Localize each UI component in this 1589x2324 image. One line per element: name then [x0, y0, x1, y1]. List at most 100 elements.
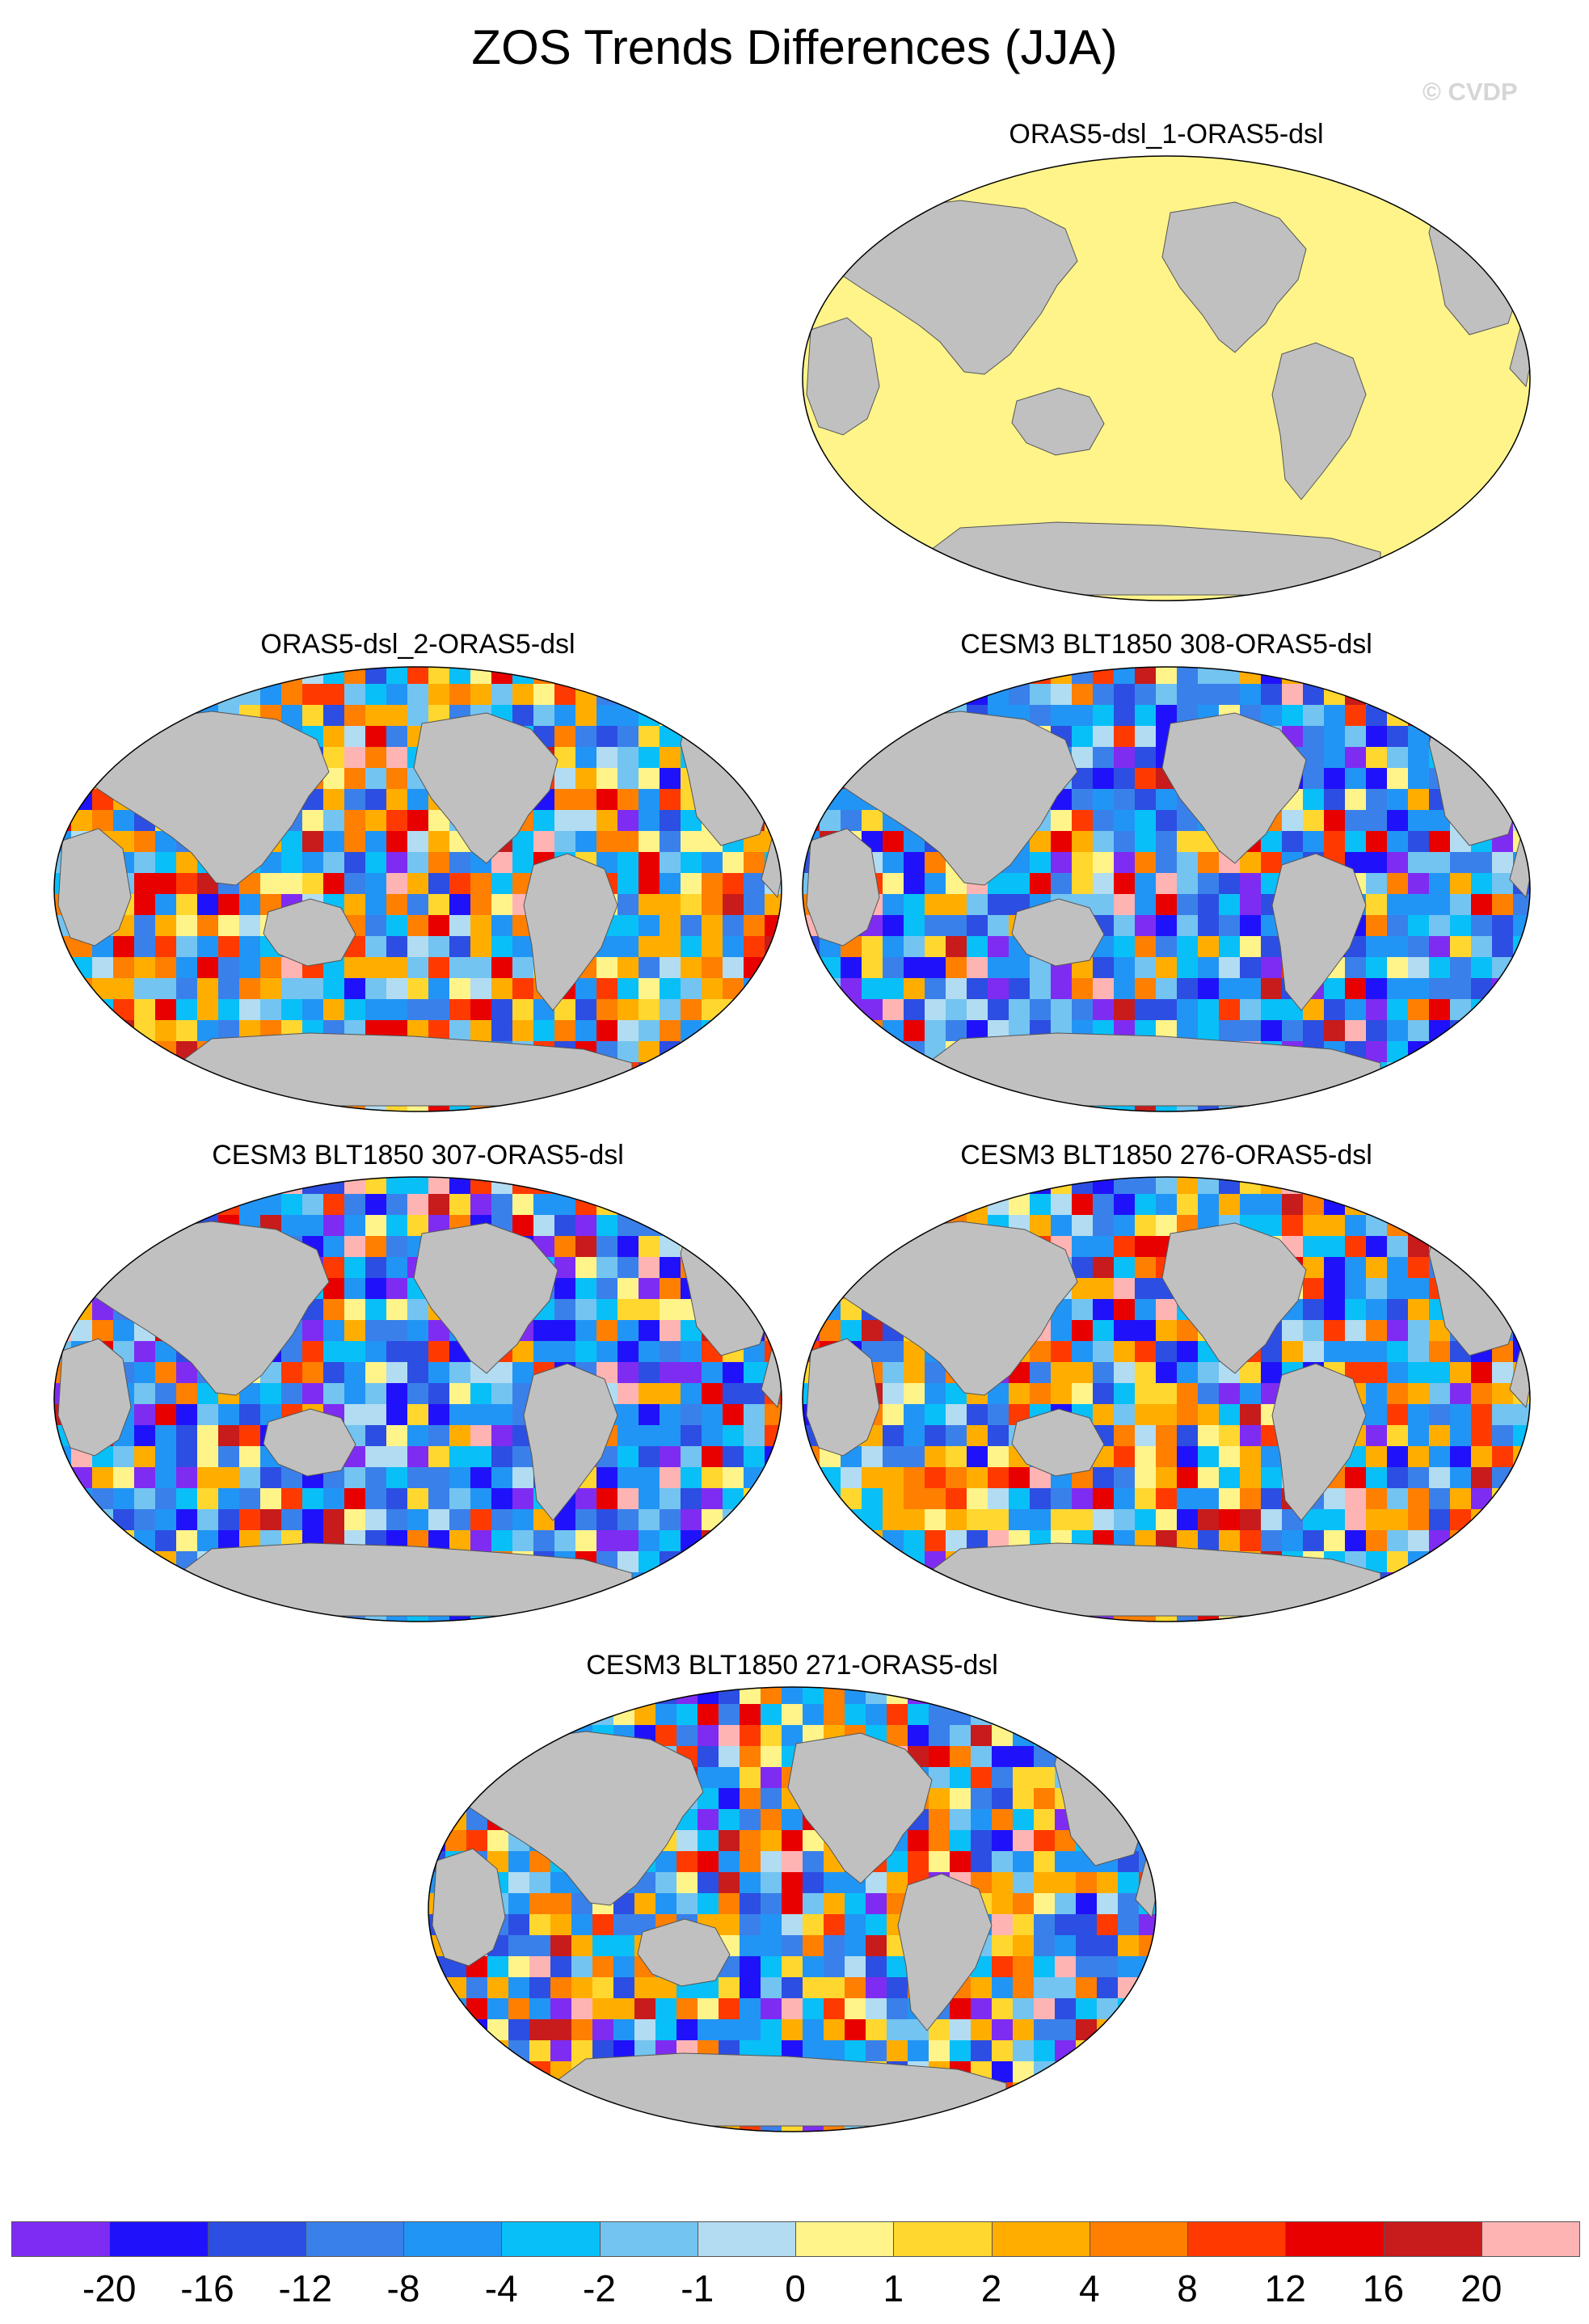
trend-cell [1261, 1530, 1283, 1552]
trend-cell [988, 999, 1009, 1021]
trend-cell [617, 810, 639, 832]
trend-cell [824, 1956, 845, 1978]
trend-cell [1114, 1257, 1136, 1279]
trend-cell [1135, 1341, 1157, 1363]
trend-cell [1324, 1320, 1346, 1342]
trend-cell [428, 1425, 450, 1447]
trend-cell [155, 1425, 177, 1447]
trend-cell [765, 1551, 782, 1573]
trend-cell [596, 1104, 618, 1111]
trend-cell [176, 1614, 198, 1622]
trend-cell [596, 789, 618, 811]
trend-cell [596, 705, 618, 727]
trend-cell [765, 726, 782, 748]
trend-cell [1118, 1746, 1140, 1768]
trend-cell [323, 789, 345, 811]
trend-cell [744, 1041, 765, 1063]
trend-cell [1450, 1020, 1472, 1042]
trend-cell [218, 936, 240, 958]
trend-cell [302, 1509, 324, 1531]
trend-cell [883, 978, 904, 1000]
trend-cell [1093, 1177, 1115, 1195]
trend-cell [1093, 1404, 1115, 1426]
trend-cell [1471, 1020, 1493, 1042]
trend-cell [155, 1177, 177, 1195]
trend-cell [744, 1614, 765, 1622]
trend-cell [617, 873, 639, 895]
trend-cell [639, 1362, 660, 1384]
trend-cell [554, 1299, 576, 1321]
trend-cell [1072, 726, 1094, 748]
trend-cell [71, 1062, 93, 1084]
trend-cell [782, 1872, 803, 1894]
trend-cell [1114, 1236, 1136, 1258]
trend-cell [344, 852, 366, 874]
trend-cell [323, 1236, 345, 1258]
trend-cell [344, 999, 366, 1021]
trend-cell [1156, 1446, 1178, 1468]
trend-cell [1118, 1872, 1140, 1894]
trend-cell [1093, 1362, 1115, 1384]
land-mass [637, 1918, 731, 1987]
trend-cell [554, 1320, 576, 1342]
trend-cell [925, 1404, 946, 1426]
trend-cell [820, 1299, 841, 1321]
trend-cell [1093, 852, 1115, 874]
trend-cell [575, 1488, 597, 1510]
trend-cell [407, 1299, 429, 1321]
trend-cell [1219, 1488, 1241, 1510]
trend-cell [428, 957, 450, 979]
trend-cell [1139, 2040, 1156, 2062]
trend-cell [1513, 1215, 1530, 1237]
land-mass [1011, 898, 1105, 967]
trend-cell [1051, 1509, 1073, 1531]
trend-cell [639, 873, 660, 895]
trend-cell [841, 747, 862, 769]
trend-cell [841, 1083, 862, 1105]
trend-cell [904, 957, 925, 979]
trend-cell [445, 2019, 467, 2041]
trend-cell [617, 667, 639, 685]
trend-cell [1324, 768, 1346, 790]
trend-cell [575, 1236, 597, 1258]
trend-cell [1055, 1956, 1077, 1978]
trend-cell [1513, 1425, 1530, 1447]
trend-cell [239, 1104, 261, 1111]
trend-cell [1492, 667, 1514, 685]
trend-cell [1240, 1383, 1262, 1405]
trend-cell [1051, 1177, 1073, 1195]
trend-cell [744, 1104, 765, 1111]
trend-cell [1408, 1614, 1430, 1622]
trend-cell [155, 1362, 177, 1384]
trend-cell [1282, 1104, 1304, 1111]
trend-cell [1034, 1767, 1056, 1789]
trend-cell [323, 1488, 345, 1510]
trend-cell [1097, 1998, 1119, 2020]
trend-cell [54, 1488, 72, 1510]
trend-cell [1408, 1320, 1430, 1342]
trend-cell [1492, 852, 1514, 874]
trend-cell [134, 1041, 156, 1063]
trend-cell [681, 1215, 702, 1237]
trend-cell [155, 1383, 177, 1405]
trend-cell [1240, 1467, 1262, 1489]
trend-cell [1097, 1977, 1119, 1999]
trend-cell [765, 667, 782, 685]
trend-cell [820, 705, 841, 727]
trend-cell [967, 1177, 988, 1195]
trend-cell [744, 852, 765, 874]
trend-cell [1013, 2040, 1035, 2062]
trend-cell [529, 1893, 551, 1915]
trend-cell [71, 1320, 93, 1342]
trend-cell [428, 1977, 446, 1999]
colorbar-box [501, 2221, 601, 2257]
trend-cell [1408, 1299, 1430, 1321]
trend-cell [845, 1935, 866, 1957]
trend-cell [365, 831, 387, 853]
trend-cell [491, 1425, 513, 1447]
trend-cell [1513, 957, 1530, 979]
trend-cell [613, 1914, 635, 1936]
trend-cell [1118, 1725, 1140, 1747]
trend-cell [617, 1020, 639, 1042]
trend-cell [1408, 978, 1430, 1000]
